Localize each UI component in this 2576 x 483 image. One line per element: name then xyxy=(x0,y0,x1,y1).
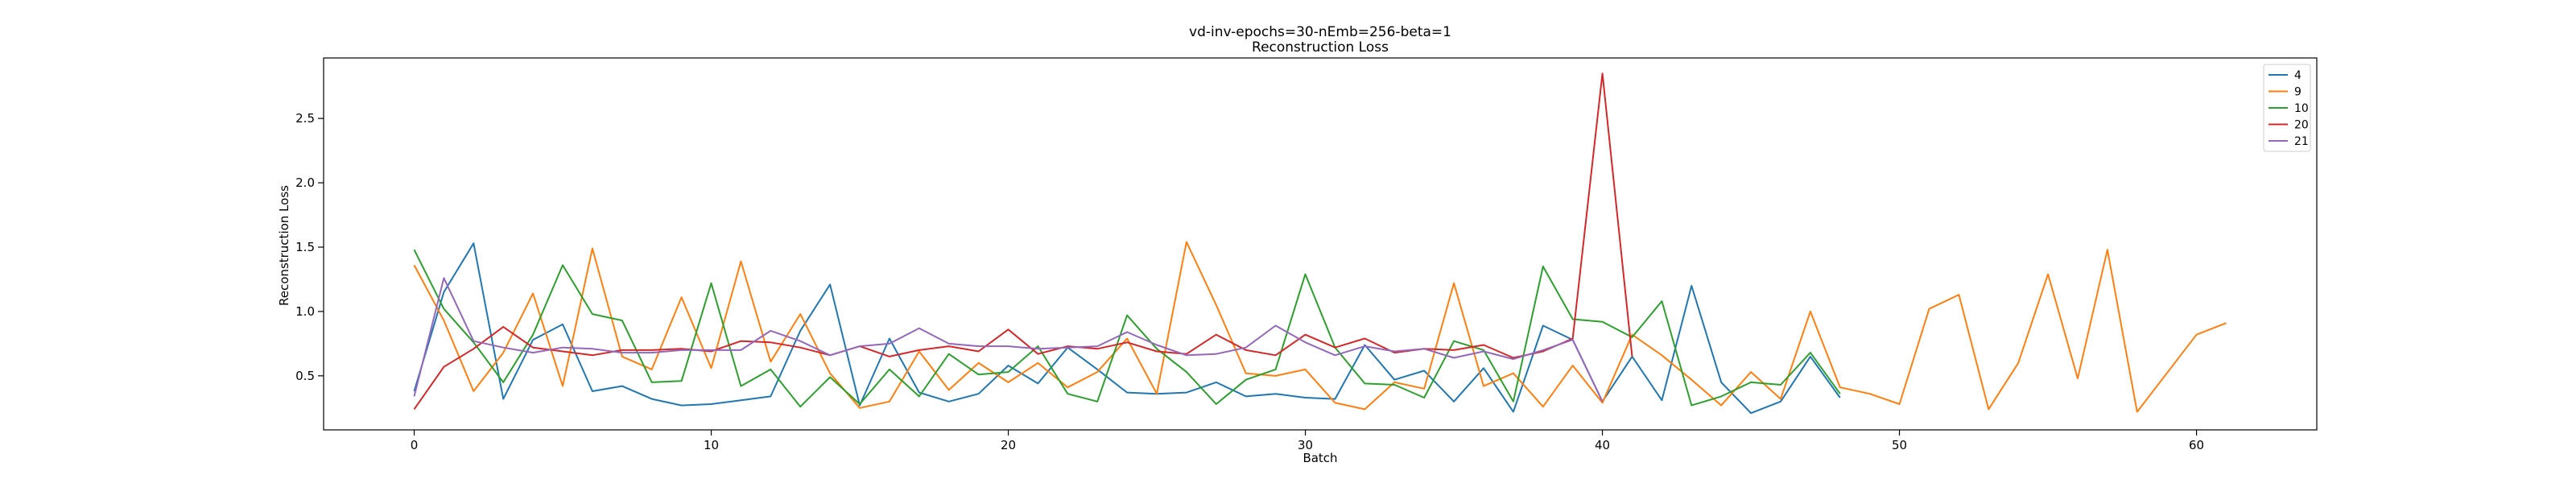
x-tick-label: 50 xyxy=(1892,438,1907,452)
plot-lines xyxy=(413,72,2227,415)
y-tick-label: 2.5 xyxy=(295,111,315,126)
series-line-10 xyxy=(413,249,1841,408)
legend-label: 21 xyxy=(2294,135,2309,148)
x-tick-label: 60 xyxy=(2189,438,2204,452)
legend-label: 20 xyxy=(2294,119,2309,132)
legend-label: 4 xyxy=(2294,69,2301,82)
y-axis-ticks: 0.5 1.0 1.5 2.0 2.5 xyxy=(295,111,324,383)
chart-subtitle: Reconstruction Loss xyxy=(1252,39,1389,56)
y-axis-label: Reconstruction Loss xyxy=(277,185,291,306)
x-tick-label: 0 xyxy=(411,438,419,452)
series-line-9 xyxy=(413,241,2227,413)
y-tick-label: 2.0 xyxy=(295,175,315,190)
series-line-21 xyxy=(413,277,1604,402)
plot-frame xyxy=(323,57,2318,431)
y-tick-label: 0.5 xyxy=(295,369,315,383)
y-tick-label: 1.5 xyxy=(295,240,315,254)
x-tick-label: 30 xyxy=(1298,438,1313,452)
y-tick-label: 1.0 xyxy=(295,304,315,319)
legend: 4 9 10 20 21 xyxy=(2263,64,2311,152)
x-axis-label: Batch xyxy=(1302,451,1337,465)
legend-label: 9 xyxy=(2294,86,2301,99)
series-line-20 xyxy=(413,72,1633,410)
series-line-4 xyxy=(413,242,1841,415)
x-tick-label: 40 xyxy=(1595,438,1610,452)
x-axis-ticks: 0 10 20 30 40 50 60 xyxy=(411,430,2204,452)
x-tick-label: 10 xyxy=(704,438,719,452)
legend-label: 10 xyxy=(2294,102,2309,115)
chart-title: vd-inv-epochs=30-nEmb=256-beta=1 xyxy=(1189,24,1451,40)
x-tick-label: 20 xyxy=(1001,438,1016,452)
